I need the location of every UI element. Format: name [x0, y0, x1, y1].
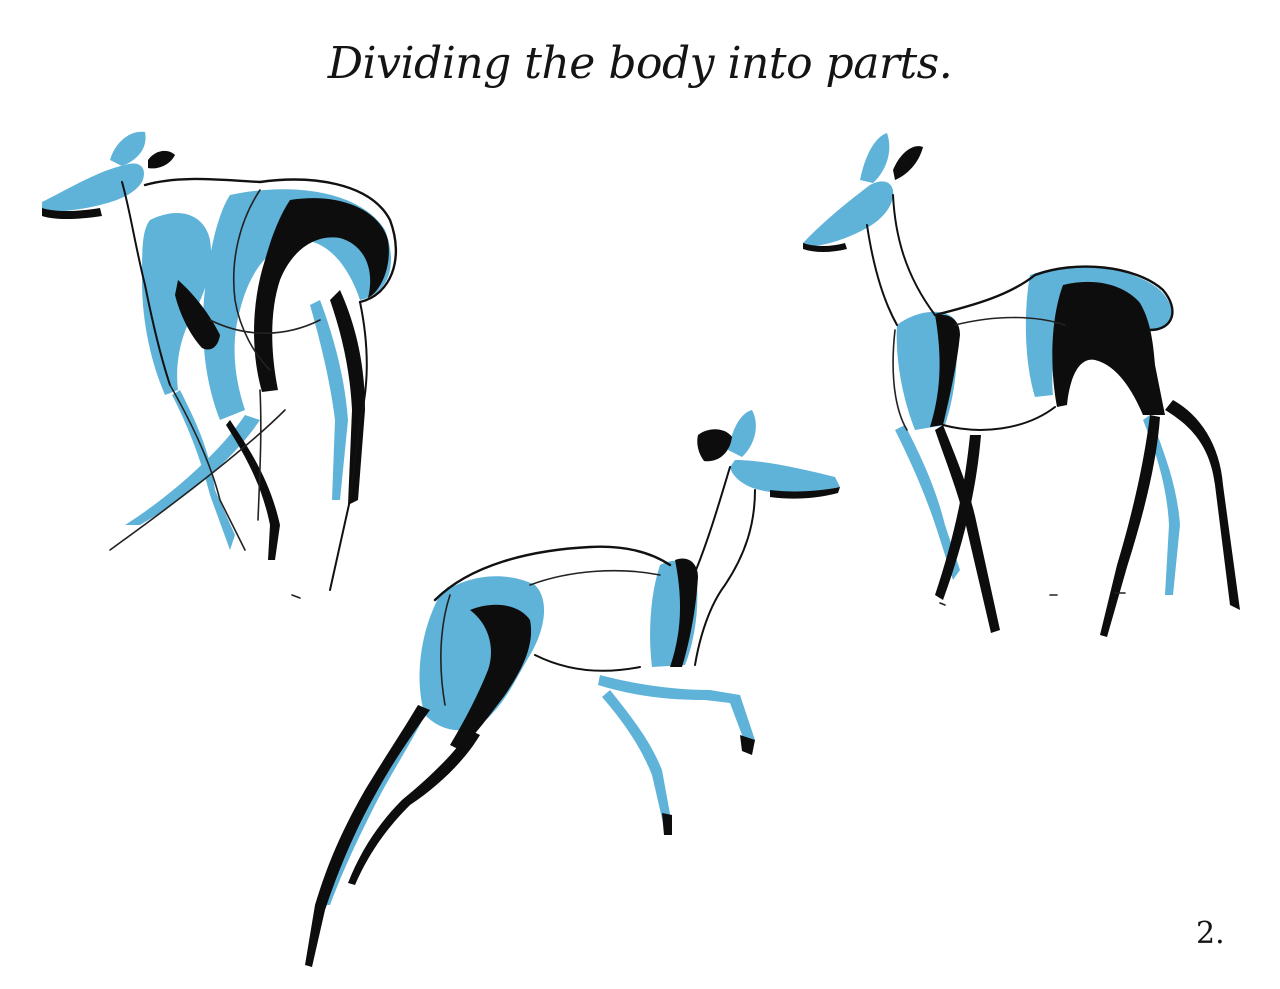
deer-3-hind-leg-2 — [348, 730, 480, 885]
deer-1-hindleg-blue — [310, 300, 348, 500]
deer-3-back-line — [433, 545, 672, 602]
deer-1-inner-curve — [232, 189, 271, 371]
page-number: 2. — [1196, 916, 1225, 951]
deer-1-ear-back — [148, 150, 175, 169]
deer-2-front-leg-blue — [895, 425, 960, 580]
deer-2-rump-shadow — [1052, 281, 1165, 415]
deer-1-chest-shadow — [175, 280, 220, 350]
deer-2-neck-front — [866, 224, 898, 326]
deer-3-inner-1 — [529, 569, 661, 586]
deer-2-front-contour — [892, 329, 908, 431]
deer-2-neck-back — [892, 194, 936, 316]
deer-1-outline-back — [143, 177, 398, 304]
deer-3-fore-hoof — [740, 735, 755, 755]
deer-1-foreleg-cross — [125, 415, 260, 525]
deer-3-hind-leg-black — [305, 705, 430, 967]
deer-1-muzzle-shadow — [42, 208, 102, 219]
deer-3-neck-back — [695, 466, 731, 571]
deer-1-leg-mid — [257, 389, 262, 521]
deer-looking-back-sketch — [42, 131, 398, 599]
deer-3-neck-front — [694, 489, 756, 666]
deer-3-inner-2 — [440, 594, 451, 706]
deer-2-hind-leg-black — [1165, 400, 1240, 610]
deer-3-head — [730, 460, 840, 493]
deer-1-leg-front-line — [169, 384, 246, 551]
deer-3-fore-leg-blue — [598, 675, 755, 743]
deer-1-ground-tick — [291, 594, 301, 599]
deer-3-ear-back — [697, 429, 732, 462]
deer-1-rump-shadow — [254, 198, 389, 392]
deer-1-leg-back — [329, 301, 368, 591]
deer-1-leg-cross-line — [109, 409, 286, 551]
deer-3-muzzle-shadow — [770, 487, 840, 499]
deer-2-head — [803, 181, 894, 247]
deer-1-chest — [142, 212, 212, 395]
deer-leaping-sketch — [305, 410, 840, 967]
deer-3-belly — [534, 654, 641, 672]
deer-1-head — [42, 163, 145, 212]
deer-3-fore-leg-2 — [602, 690, 672, 827]
deer-1-hoof-shadow — [226, 420, 280, 560]
deer-3-rump-shadow — [450, 604, 532, 750]
deer-2-back-line — [933, 265, 1174, 332]
deer-2-front-leg-black — [935, 425, 1000, 633]
deer-2-chest-shadow — [930, 314, 960, 427]
deer-2-inner — [954, 316, 1066, 326]
deer-3-hind-leg-blue — [322, 715, 425, 905]
deer-2-belly-line — [942, 406, 1056, 431]
deer-2-front-leg-cross — [935, 435, 981, 600]
deer-2-ground-1 — [939, 602, 946, 606]
deer-3-shoulder-shadow — [670, 558, 698, 667]
deer-2-hind-leg-inner — [1100, 415, 1160, 637]
deer-2-hind-leg-blue — [1143, 415, 1180, 595]
deer-2-ear — [860, 133, 890, 183]
deer-standing-sketch — [803, 133, 1240, 637]
deer-3-fore-hoof-2 — [662, 813, 672, 835]
deer-1-belly — [209, 319, 321, 334]
deer-3-ear — [728, 410, 756, 457]
deer-2-muzzle-shadow — [803, 243, 847, 252]
deer-1-rump — [203, 189, 391, 420]
deer-1-ear — [110, 131, 146, 166]
page-title: Dividing the body into parts. — [327, 38, 953, 89]
deer-1-outline-neck — [121, 181, 171, 386]
deer-2-ear-back — [893, 146, 923, 180]
